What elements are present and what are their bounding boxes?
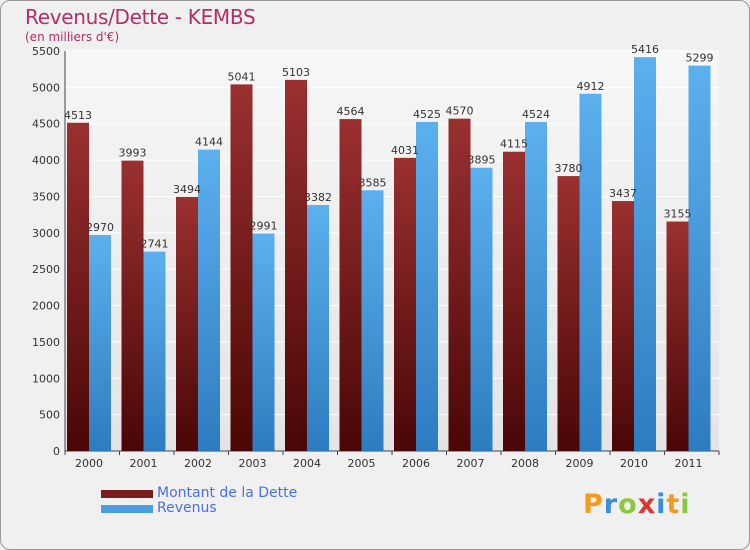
data-label-revenus: 3382 xyxy=(304,191,332,204)
x-tick-label: 2009 xyxy=(566,457,594,470)
y-tick-label: 1500 xyxy=(32,336,60,349)
bar-revenus xyxy=(143,251,166,451)
logo-letter: o xyxy=(618,489,638,520)
y-tick-label: 5000 xyxy=(32,81,60,94)
x-tick-label: 2005 xyxy=(348,457,376,470)
data-label-dette: 4115 xyxy=(500,138,528,151)
bar-dette xyxy=(121,160,144,451)
bar-revenus xyxy=(307,205,329,451)
data-label-dette: 4513 xyxy=(64,109,92,122)
data-label-revenus: 2991 xyxy=(250,219,278,232)
logo-letter: x xyxy=(637,489,657,520)
data-label-dette: 3993 xyxy=(119,147,147,160)
x-tick-label: 2002 xyxy=(184,457,212,470)
y-tick-label: 2000 xyxy=(32,300,60,313)
data-label-revenus: 2741 xyxy=(141,238,169,251)
data-label-dette: 4570 xyxy=(446,105,474,118)
bar-revenus xyxy=(470,167,493,451)
bar-revenus xyxy=(198,149,220,452)
plot-area xyxy=(65,51,719,451)
chart-title: Revenus/Dette - KEMBS xyxy=(25,5,256,29)
bar-revenus xyxy=(89,235,111,451)
y-tick-label: 4500 xyxy=(32,118,60,131)
logo-letter: i xyxy=(680,489,691,520)
x-tick-label: 2010 xyxy=(620,457,648,470)
bar-revenus xyxy=(416,121,438,451)
legend: Montant de la Dette Revenus xyxy=(101,485,401,517)
legend-label-revenus: Revenus xyxy=(157,500,217,516)
bar-dette xyxy=(230,84,253,451)
y-tick-label: 0 xyxy=(53,445,60,458)
data-label-revenus: 5299 xyxy=(686,52,714,65)
y-tick-label: 3000 xyxy=(32,227,60,240)
legend-item-revenus: Revenus xyxy=(101,500,401,517)
bar-dette xyxy=(612,201,634,451)
data-label-revenus: 3895 xyxy=(468,154,496,167)
chart-subtitle: (en milliers d'€) xyxy=(25,30,120,44)
bar-revenus xyxy=(252,233,275,451)
data-label-dette: 3155 xyxy=(664,208,692,221)
data-label-dette: 3780 xyxy=(555,162,583,175)
bar-dette xyxy=(448,118,471,452)
x-tick-label: 2000 xyxy=(75,457,103,470)
y-tick-label: 1000 xyxy=(32,372,60,385)
data-label-dette: 4031 xyxy=(391,144,419,157)
data-label-revenus: 4912 xyxy=(577,80,605,93)
bar-dette xyxy=(503,151,525,451)
bar-dette xyxy=(339,119,362,451)
data-label-dette: 4564 xyxy=(337,105,365,118)
bar-dette xyxy=(285,79,307,451)
bar-dette xyxy=(394,157,416,451)
data-label-revenus: 4525 xyxy=(413,108,441,121)
x-tick-label: 2007 xyxy=(457,457,485,470)
x-tick-label: 2008 xyxy=(511,457,539,470)
logo-letter: t xyxy=(666,489,681,520)
data-label-revenus: 4524 xyxy=(522,108,550,121)
legend-item-dette: Montant de la Dette xyxy=(101,485,401,502)
bar-dette xyxy=(557,176,580,451)
data-label-revenus: 3585 xyxy=(359,176,387,189)
bar-revenus xyxy=(525,121,547,452)
x-tick-label: 2003 xyxy=(239,457,267,470)
y-tick-label: 4000 xyxy=(32,154,60,167)
proxiti-logo: Proxiti xyxy=(583,489,691,520)
logo-letter: i xyxy=(656,489,667,520)
bar-revenus xyxy=(361,190,384,452)
x-tick-label: 2006 xyxy=(402,457,430,470)
y-tick-label: 2500 xyxy=(32,263,60,276)
data-label-revenus: 4144 xyxy=(195,136,223,149)
x-tick-label: 2011 xyxy=(675,457,703,470)
legend-swatch-revenus xyxy=(101,505,153,513)
bar-dette xyxy=(666,221,689,451)
y-tick-label: 5500 xyxy=(32,45,60,58)
bar-dette xyxy=(67,122,89,452)
data-label-dette: 5103 xyxy=(282,66,310,79)
logo-letter: r xyxy=(603,489,619,520)
data-label-dette: 5041 xyxy=(228,70,256,83)
legend-label-dette: Montant de la Dette xyxy=(157,485,298,501)
bar-revenus xyxy=(688,65,711,452)
bar-revenus xyxy=(634,57,656,451)
bar-dette xyxy=(176,196,198,451)
x-tick-label: 2004 xyxy=(293,457,321,470)
y-tick-label: 3500 xyxy=(32,190,60,203)
data-label-revenus: 5416 xyxy=(631,43,659,56)
data-label-dette: 3494 xyxy=(173,183,201,196)
bar-revenus xyxy=(579,93,602,451)
x-tick-label: 2001 xyxy=(130,457,158,470)
data-label-dette: 3437 xyxy=(609,187,637,200)
legend-swatch-dette xyxy=(101,490,153,498)
y-tick-label: 500 xyxy=(39,409,60,422)
logo-letter: P xyxy=(583,489,604,520)
data-label-revenus: 2970 xyxy=(86,221,114,234)
